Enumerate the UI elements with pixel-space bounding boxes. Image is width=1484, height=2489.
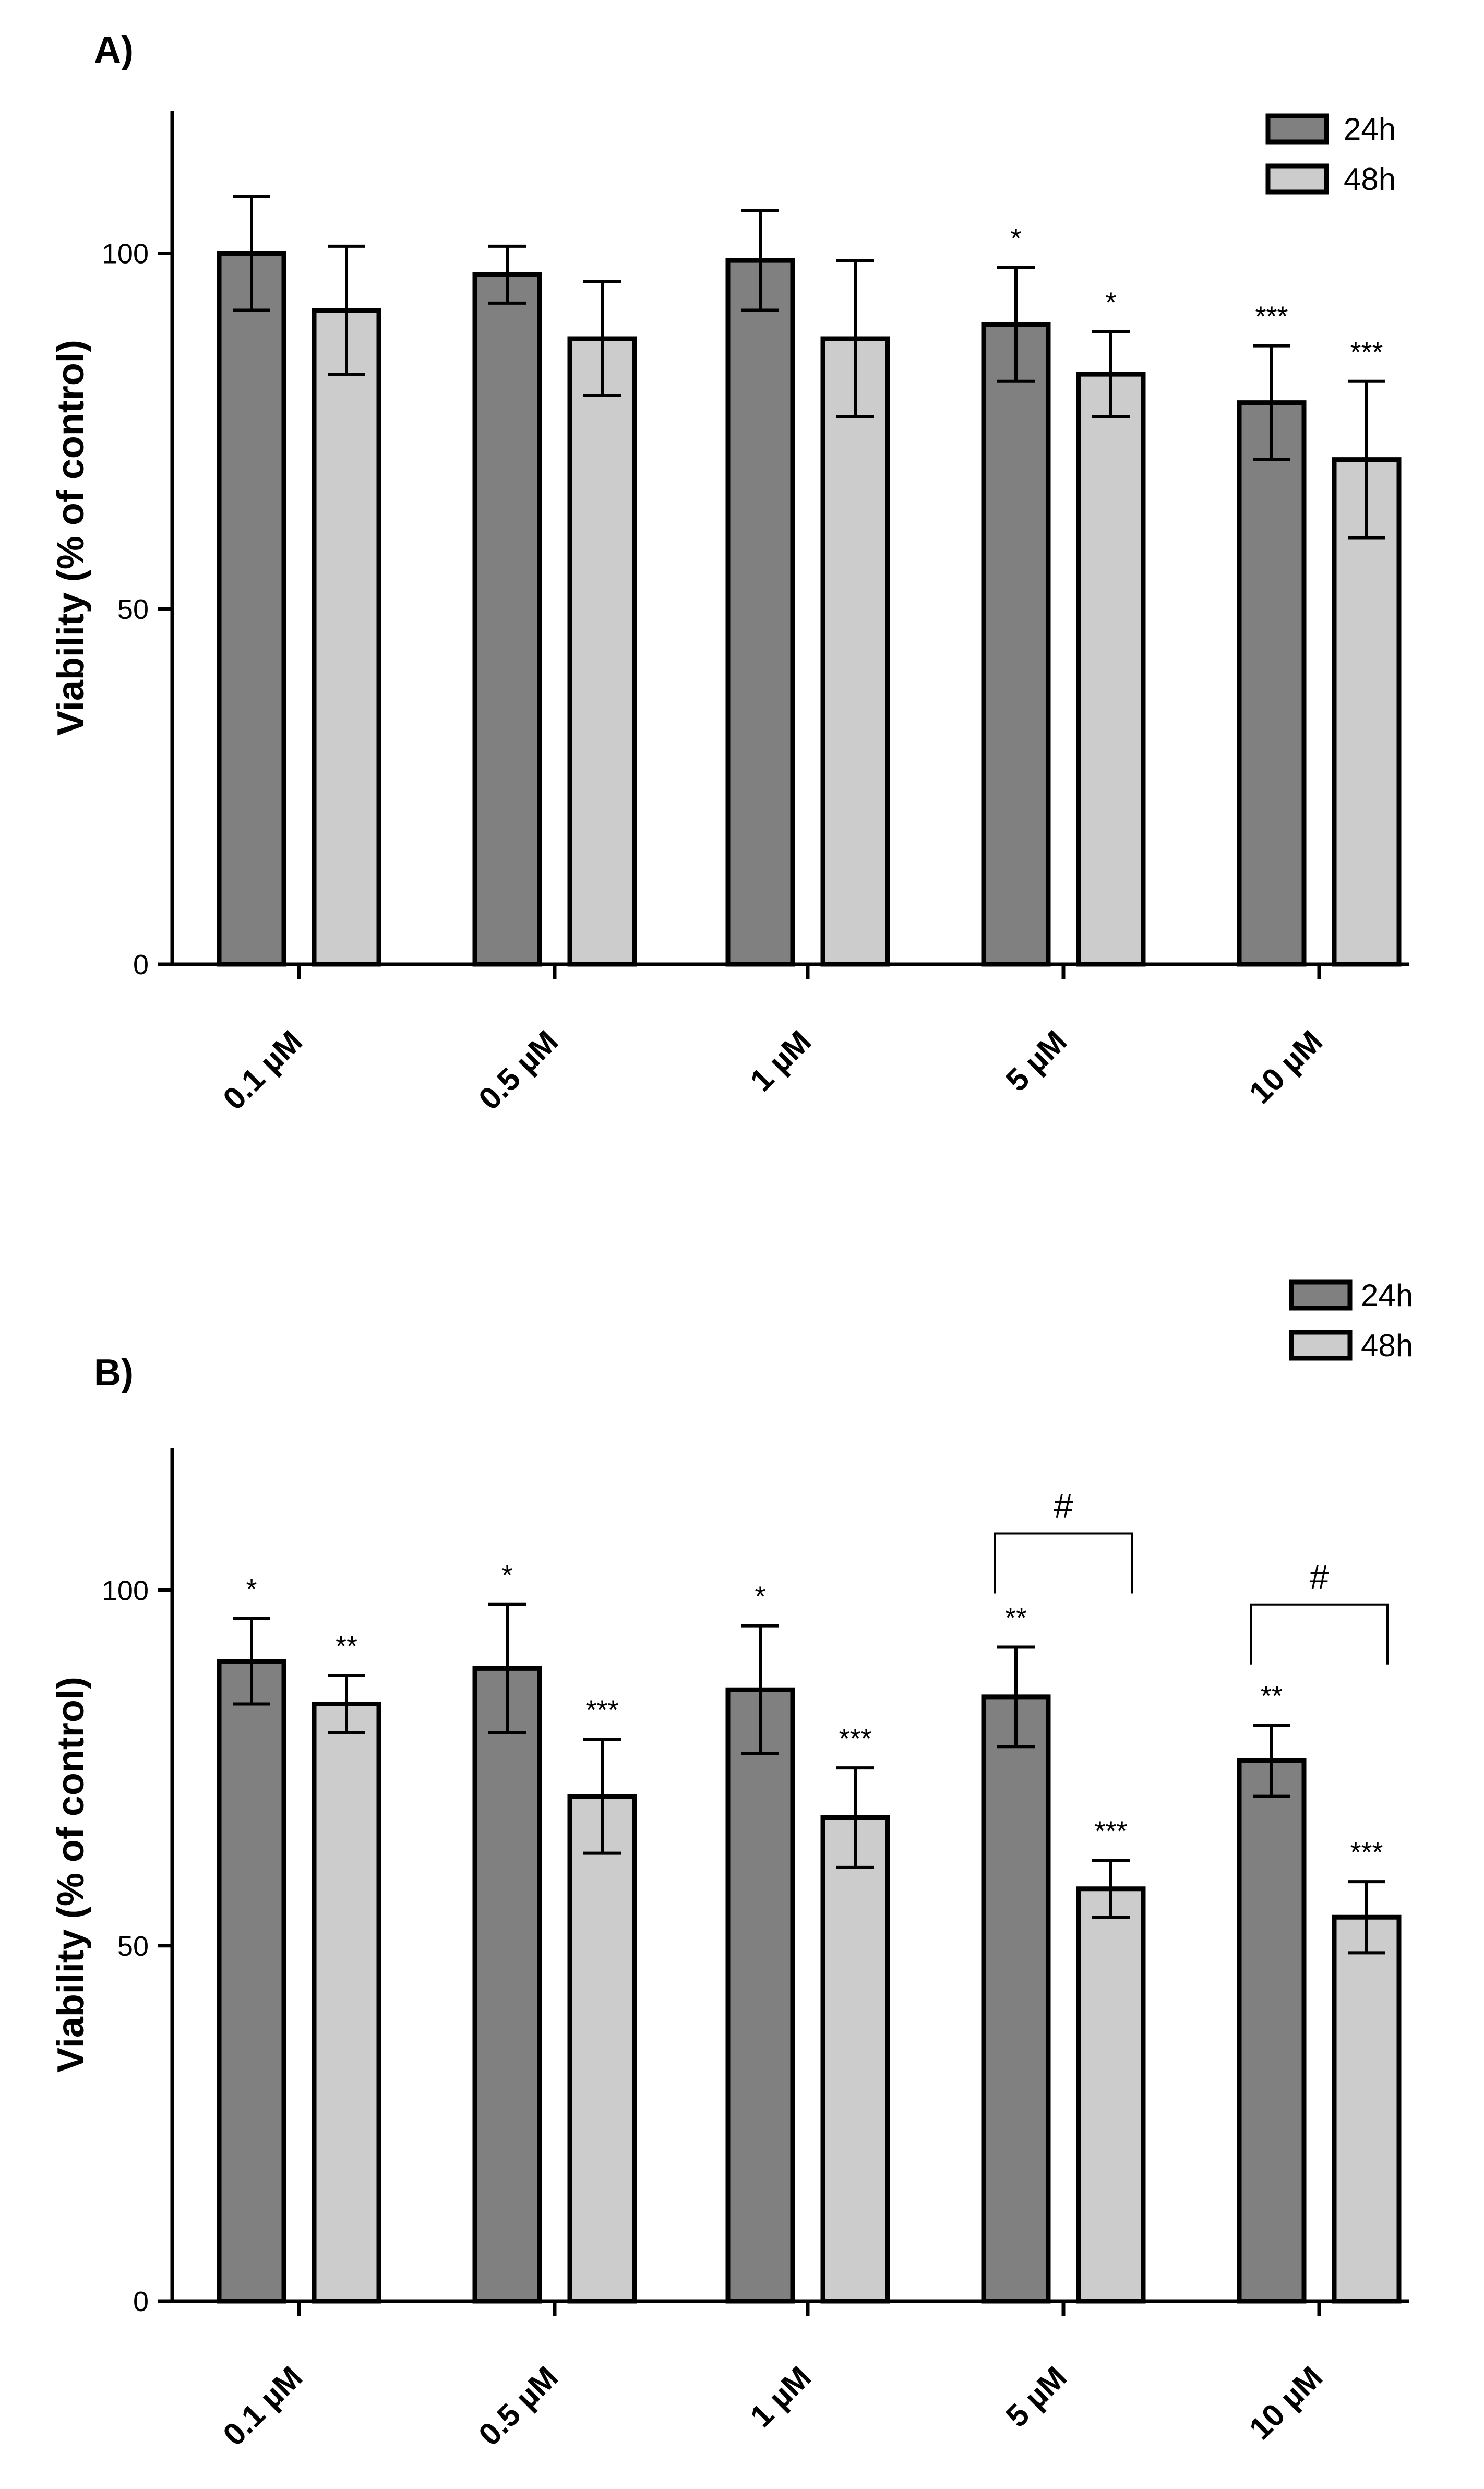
panel-b-y-axis-title: Viability (% of control) (50, 1677, 92, 2073)
panel-b-bar-24h (981, 1694, 1051, 2304)
panel-a-bar-24h (981, 322, 1051, 967)
panel-a-category-label: 0.1 µM (216, 1024, 309, 1117)
panel-b-bar-48h (312, 1702, 381, 2304)
panel-a-bar-24h (217, 251, 286, 967)
panel-a-significance-marker: * (1010, 223, 1021, 254)
panel-b-significance-marker: * (246, 1574, 257, 1605)
panel-a-bar-48h (312, 308, 381, 967)
panel-b-y-tick-label: 50 (117, 1931, 149, 1962)
panel-b-bar-48h (1332, 1914, 1402, 2304)
panel-b-legend-swatch-48h (1289, 1330, 1353, 1361)
panel-b-significance-marker: *** (585, 1695, 618, 1726)
panel-b-bracket-label: # (1310, 1558, 1329, 1596)
panel-b-bar-24h (1237, 1758, 1307, 2304)
panel-a-bar-24h (725, 258, 795, 967)
panel-a-bar-48h (820, 336, 890, 967)
panel-b-bar-48h (567, 1794, 637, 2304)
panel-a-significance-marker: *** (1255, 301, 1288, 332)
panel-b-significance-marker: * (501, 1560, 512, 1591)
panel-b-bar-48h (820, 1815, 890, 2304)
panel-a-bar-24h (472, 272, 542, 967)
panel-a-significance-marker: *** (1350, 337, 1383, 368)
panel-b-category-label: 10 µM (1242, 2360, 1329, 2446)
panel-a-bar-24h (1237, 400, 1307, 967)
panel-b-legend-label: 48h (1361, 1328, 1413, 1363)
panel-b-bar-24h (472, 1666, 542, 2304)
panel-b-bar-48h (1076, 1886, 1146, 2304)
panel-a-category-label: 1 µM (744, 1024, 818, 1098)
panel-b-significance-marker: ** (1005, 1602, 1027, 1634)
panel-a-category-label: 10 µM (1242, 1024, 1329, 1110)
panel-b-y-tick-label: 100 (102, 1575, 149, 1607)
panel-b-category-label: 5 µM (999, 2360, 1074, 2434)
panel-a-y-tick-label: 50 (117, 594, 149, 625)
panel-b-comparison-bracket (1250, 1603, 1389, 1665)
panel-b-comparison-bracket (994, 1532, 1133, 1594)
panel-a-bar-48h (1076, 372, 1146, 967)
panel-b-significance-marker: * (755, 1581, 765, 1612)
panel-a-category-label: 5 µM (999, 1024, 1074, 1098)
panel-b-label: B) (94, 1352, 134, 1394)
panel-a-legend-label: 24h (1344, 112, 1396, 147)
panel-b-legend-swatch-24h (1289, 1279, 1353, 1311)
panel-a-y-axis-title: Viability (% of control) (50, 340, 92, 736)
panel-b-legend-label: 24h (1361, 1278, 1413, 1313)
panel-a-bar-48h (567, 336, 637, 967)
panel-a-label: A) (94, 29, 134, 71)
panel-b-bar-24h (217, 1659, 286, 2304)
panel-a-legend-swatch-24h (1265, 113, 1329, 145)
panel-b-category-label: 1 µM (744, 2360, 818, 2434)
panel-a-significance-marker: * (1105, 286, 1116, 318)
panel-b-bracket-label: # (1054, 1487, 1073, 1525)
panel-b-significance-marker: ** (336, 1631, 357, 1662)
panel-b-y-tick-label: 0 (133, 2286, 149, 2317)
panel-b-significance-marker: *** (1094, 1815, 1127, 1847)
panel-a-y-tick-label: 100 (102, 238, 149, 270)
panel-b-bar-24h (725, 1687, 795, 2304)
panel-a-legend-swatch-48h (1265, 163, 1329, 195)
panel-a-y-tick-label: 0 (133, 949, 149, 980)
panel-a-bar-48h (1332, 457, 1402, 967)
panel-a-category-label: 0.5 µM (472, 1024, 565, 1117)
panel-b-significance-marker: *** (839, 1723, 871, 1754)
panel-b-category-label: 0.1 µM (216, 2360, 309, 2452)
panel-b-category-label: 0.5 µM (472, 2360, 565, 2452)
panel-b-significance-marker: *** (1350, 1837, 1383, 1868)
panel-b-significance-marker: ** (1261, 1680, 1283, 1712)
panel-a-legend-label: 48h (1344, 162, 1396, 197)
